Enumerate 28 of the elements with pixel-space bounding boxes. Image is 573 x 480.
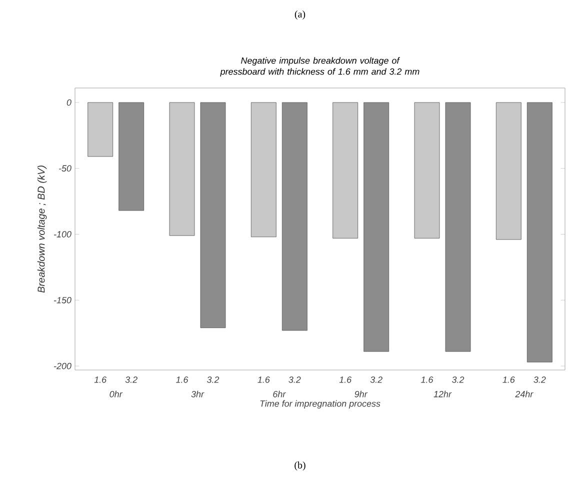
x-tick-label: 0hr bbox=[110, 390, 123, 398]
text: 1.6 bbox=[94, 376, 107, 383]
text: 3.2 bbox=[288, 376, 301, 383]
x-tick-label: 12hr bbox=[434, 390, 452, 398]
y-tick-label: -50 bbox=[58, 165, 72, 172]
text: 1.6 bbox=[502, 376, 515, 383]
text: 3.2 bbox=[370, 376, 382, 383]
y-tick-label: -150 bbox=[54, 296, 72, 304]
series-label: 3.2 bbox=[534, 376, 546, 383]
y-tick-label: -200 bbox=[54, 362, 72, 370]
y-tick-label: 0 bbox=[66, 99, 72, 106]
x-tick-label: 3hr bbox=[191, 390, 204, 398]
y-tick-label: -100 bbox=[54, 231, 72, 238]
text: 3.2 bbox=[452, 376, 464, 383]
text: 1.6 bbox=[176, 376, 188, 383]
text: 3.2 bbox=[125, 376, 138, 383]
text: (a) bbox=[294, 10, 306, 20]
x-tick-label: 24hr bbox=[515, 390, 534, 398]
x-tick-label: 9hr bbox=[354, 390, 368, 398]
text: 1.6 bbox=[421, 376, 434, 383]
text: 3.2 bbox=[206, 376, 220, 383]
x-tick-label: 6hr bbox=[273, 390, 286, 398]
y-axis-title: Breakdown voltage ; BD (kV) bbox=[37, 166, 47, 293]
chart-title: Negative impulse breakdown voltage of pressboard with thickness of 1.6 mm and 3.2 mm bbox=[220, 57, 420, 77]
text: 1.6 bbox=[258, 376, 270, 383]
x-axis-title: Time for impregnation process bbox=[260, 400, 380, 409]
text: (b) bbox=[294, 461, 306, 471]
text: 1.6 bbox=[339, 376, 352, 383]
